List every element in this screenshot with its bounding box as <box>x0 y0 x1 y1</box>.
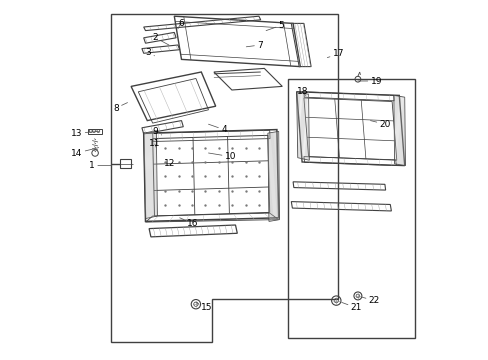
Text: 5: 5 <box>265 21 284 31</box>
Text: 7: 7 <box>246 40 263 49</box>
Text: 17: 17 <box>326 49 344 58</box>
Text: 16: 16 <box>179 218 198 228</box>
Text: 1: 1 <box>89 161 111 170</box>
Text: 22: 22 <box>361 296 379 305</box>
Text: 6: 6 <box>178 19 183 29</box>
Text: 3: 3 <box>145 48 154 57</box>
Text: 19: 19 <box>357 77 381 85</box>
Text: 12: 12 <box>163 159 175 168</box>
Text: 9: 9 <box>152 127 162 136</box>
Bar <box>287 79 415 338</box>
Text: 2: 2 <box>152 33 168 45</box>
Text: 15: 15 <box>196 302 212 312</box>
Text: 20: 20 <box>370 120 390 129</box>
Text: 18: 18 <box>296 87 307 96</box>
Text: 21: 21 <box>341 302 361 312</box>
Text: 13: 13 <box>71 129 99 138</box>
Text: 11: 11 <box>149 139 160 148</box>
Text: 10: 10 <box>208 152 236 161</box>
Text: 4: 4 <box>208 124 226 134</box>
Text: 8: 8 <box>113 103 127 112</box>
Text: 14: 14 <box>71 148 99 158</box>
